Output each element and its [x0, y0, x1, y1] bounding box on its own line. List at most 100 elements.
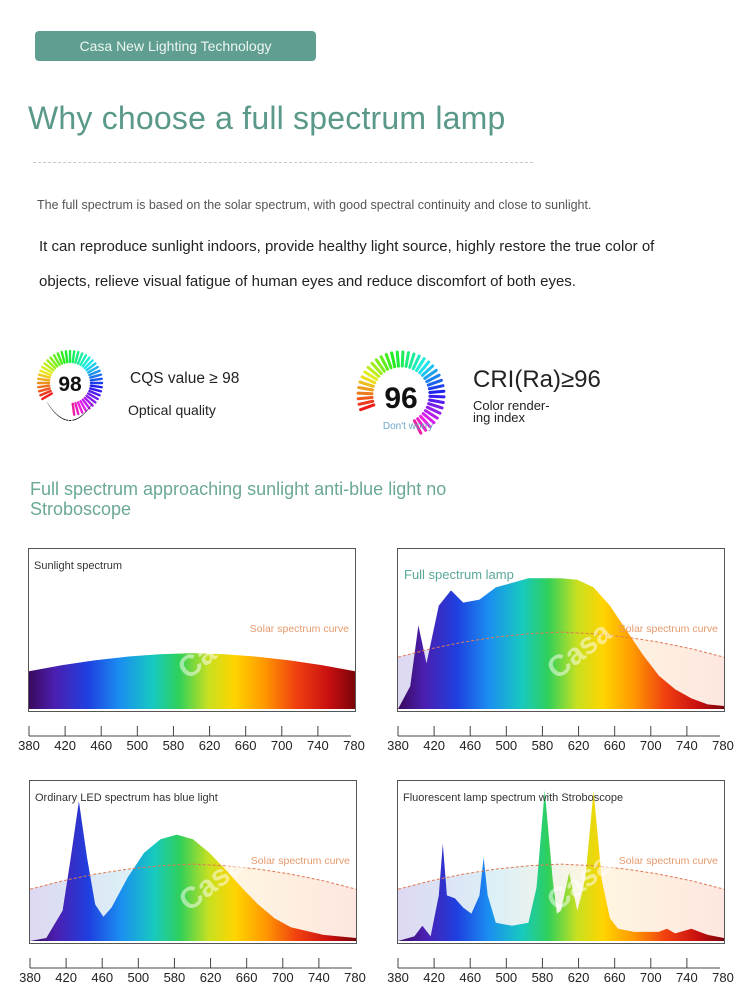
tick-label: 580 — [163, 970, 186, 985]
badge-ray — [428, 394, 446, 399]
tick-label: 420 — [423, 738, 445, 753]
badge-ray — [89, 373, 103, 379]
badge-ray — [86, 365, 99, 374]
badge-ray — [425, 373, 441, 384]
badge-ray — [83, 396, 94, 407]
badge-ray — [41, 365, 54, 374]
tick-label: 500 — [127, 970, 150, 985]
cri-value-label: CRI(Ra)≥96 — [473, 366, 601, 393]
tick-label: 620 — [198, 738, 221, 753]
badge-ray — [83, 359, 94, 370]
spectrum-chart-led: Casa — [30, 801, 356, 941]
tick-label: 620 — [567, 738, 590, 753]
badge-ray — [41, 392, 54, 401]
badge-ray — [428, 389, 446, 394]
axis-line-graphic — [29, 958, 352, 969]
tick-label: 420 — [55, 970, 77, 985]
badge-ray — [79, 399, 88, 412]
badge-ray — [411, 354, 421, 371]
badge-ray — [421, 412, 436, 425]
badge-ray — [404, 351, 410, 368]
badge-ray — [89, 384, 103, 389]
tick-label: 580 — [531, 738, 554, 753]
badge-ray — [360, 375, 377, 385]
badge-ray — [427, 402, 444, 410]
badge-ray — [37, 373, 51, 379]
badge-ray — [359, 403, 376, 412]
tick-label: 460 — [459, 738, 482, 753]
tick-label: 580 — [531, 970, 554, 985]
badge-ray — [423, 368, 438, 380]
badge-ray — [356, 396, 374, 401]
badge-ray — [400, 350, 405, 368]
tick-label: 380 — [387, 970, 409, 985]
badge-ray — [88, 369, 101, 377]
badge-ray — [64, 350, 69, 364]
tick-label: 620 — [199, 970, 222, 985]
badge-ray — [416, 417, 428, 432]
spectrum-panel-sunlight: Casa Sunlight spectrum Solar spectrum cu… — [28, 548, 356, 712]
axis-line-graphic — [397, 958, 720, 969]
badge-ray — [426, 378, 443, 387]
badge-ray — [395, 350, 400, 368]
spectrum-chart-fluorescent: Casa — [398, 790, 724, 941]
tick-label: 740 — [308, 970, 330, 985]
cri-number: 96 — [384, 382, 417, 415]
badge-ray — [81, 356, 91, 368]
badge-ray — [89, 377, 103, 382]
badge-ray — [425, 405, 442, 415]
tick-label: 660 — [603, 738, 626, 753]
tick-label: 500 — [495, 970, 518, 985]
spectrum-area — [30, 801, 356, 941]
curve-label: Solar spectrum curve — [618, 855, 718, 867]
solar-spectrum-curve — [30, 863, 356, 890]
brand-pill: Casa New Lighting Technology — [35, 31, 316, 61]
tick-label: 460 — [459, 970, 482, 985]
tick-label: 700 — [271, 970, 294, 985]
badge-ray — [37, 387, 51, 393]
badge-ray — [357, 399, 375, 406]
badge-ray — [43, 362, 55, 372]
panel-title: Sunlight spectrum — [34, 560, 123, 572]
tick-label: 380 — [387, 738, 409, 753]
badge-ray — [428, 398, 445, 404]
badge-ray — [358, 380, 375, 388]
cqs-value-label: CQS value ≥ 98 — [130, 370, 240, 387]
tick-label: 780 — [343, 738, 365, 753]
tick-label: 700 — [639, 970, 662, 985]
cri-badge-graphic: 96 Don't worry — [356, 350, 446, 435]
tick-label: 500 — [126, 738, 149, 753]
badge-ray — [415, 357, 426, 373]
cqs-number: 98 — [58, 373, 82, 396]
badge-ray — [390, 351, 397, 369]
intro-description: It can reproduce sunlight indoors, provi… — [39, 238, 655, 290]
badge-ray — [74, 350, 80, 364]
badge-ray — [357, 386, 374, 392]
badge-ray — [52, 354, 61, 367]
badge-ray — [74, 402, 80, 416]
spectrum-panel-full-spectrum: Casa Full spectrum lamp Solar spectrum c… — [397, 548, 725, 712]
badge-ray — [39, 369, 52, 377]
tick-label: 500 — [495, 738, 518, 753]
badge-ray — [79, 354, 88, 367]
badge-ray — [423, 409, 439, 420]
tick-label: 780 — [344, 970, 366, 985]
badge-ray — [39, 389, 52, 397]
cqs-ring-text: CQS Color Quality Scale — [40, 419, 101, 425]
tick-label: 580 — [162, 738, 185, 753]
badge-ray — [71, 402, 76, 416]
badge-ray — [363, 370, 379, 381]
badge-ray — [408, 352, 416, 369]
badge-ray — [412, 419, 423, 435]
section-title: Full spectrum approaching sunlight anti-… — [30, 479, 447, 519]
badge-ray — [370, 361, 383, 376]
solar-spectrum-curve — [398, 631, 724, 658]
panel-title: Ordinary LED spectrum has blue light — [35, 792, 218, 804]
spectrum-chart-full-spectrum: Casa — [398, 578, 724, 709]
tick-label: 740 — [676, 970, 698, 985]
cri-badge-icon: 96 Don't worry — [356, 350, 446, 440]
badge-ray — [71, 350, 76, 364]
badge-ray — [37, 384, 51, 389]
tick-label: 420 — [423, 970, 445, 985]
badge-ray — [86, 392, 99, 401]
